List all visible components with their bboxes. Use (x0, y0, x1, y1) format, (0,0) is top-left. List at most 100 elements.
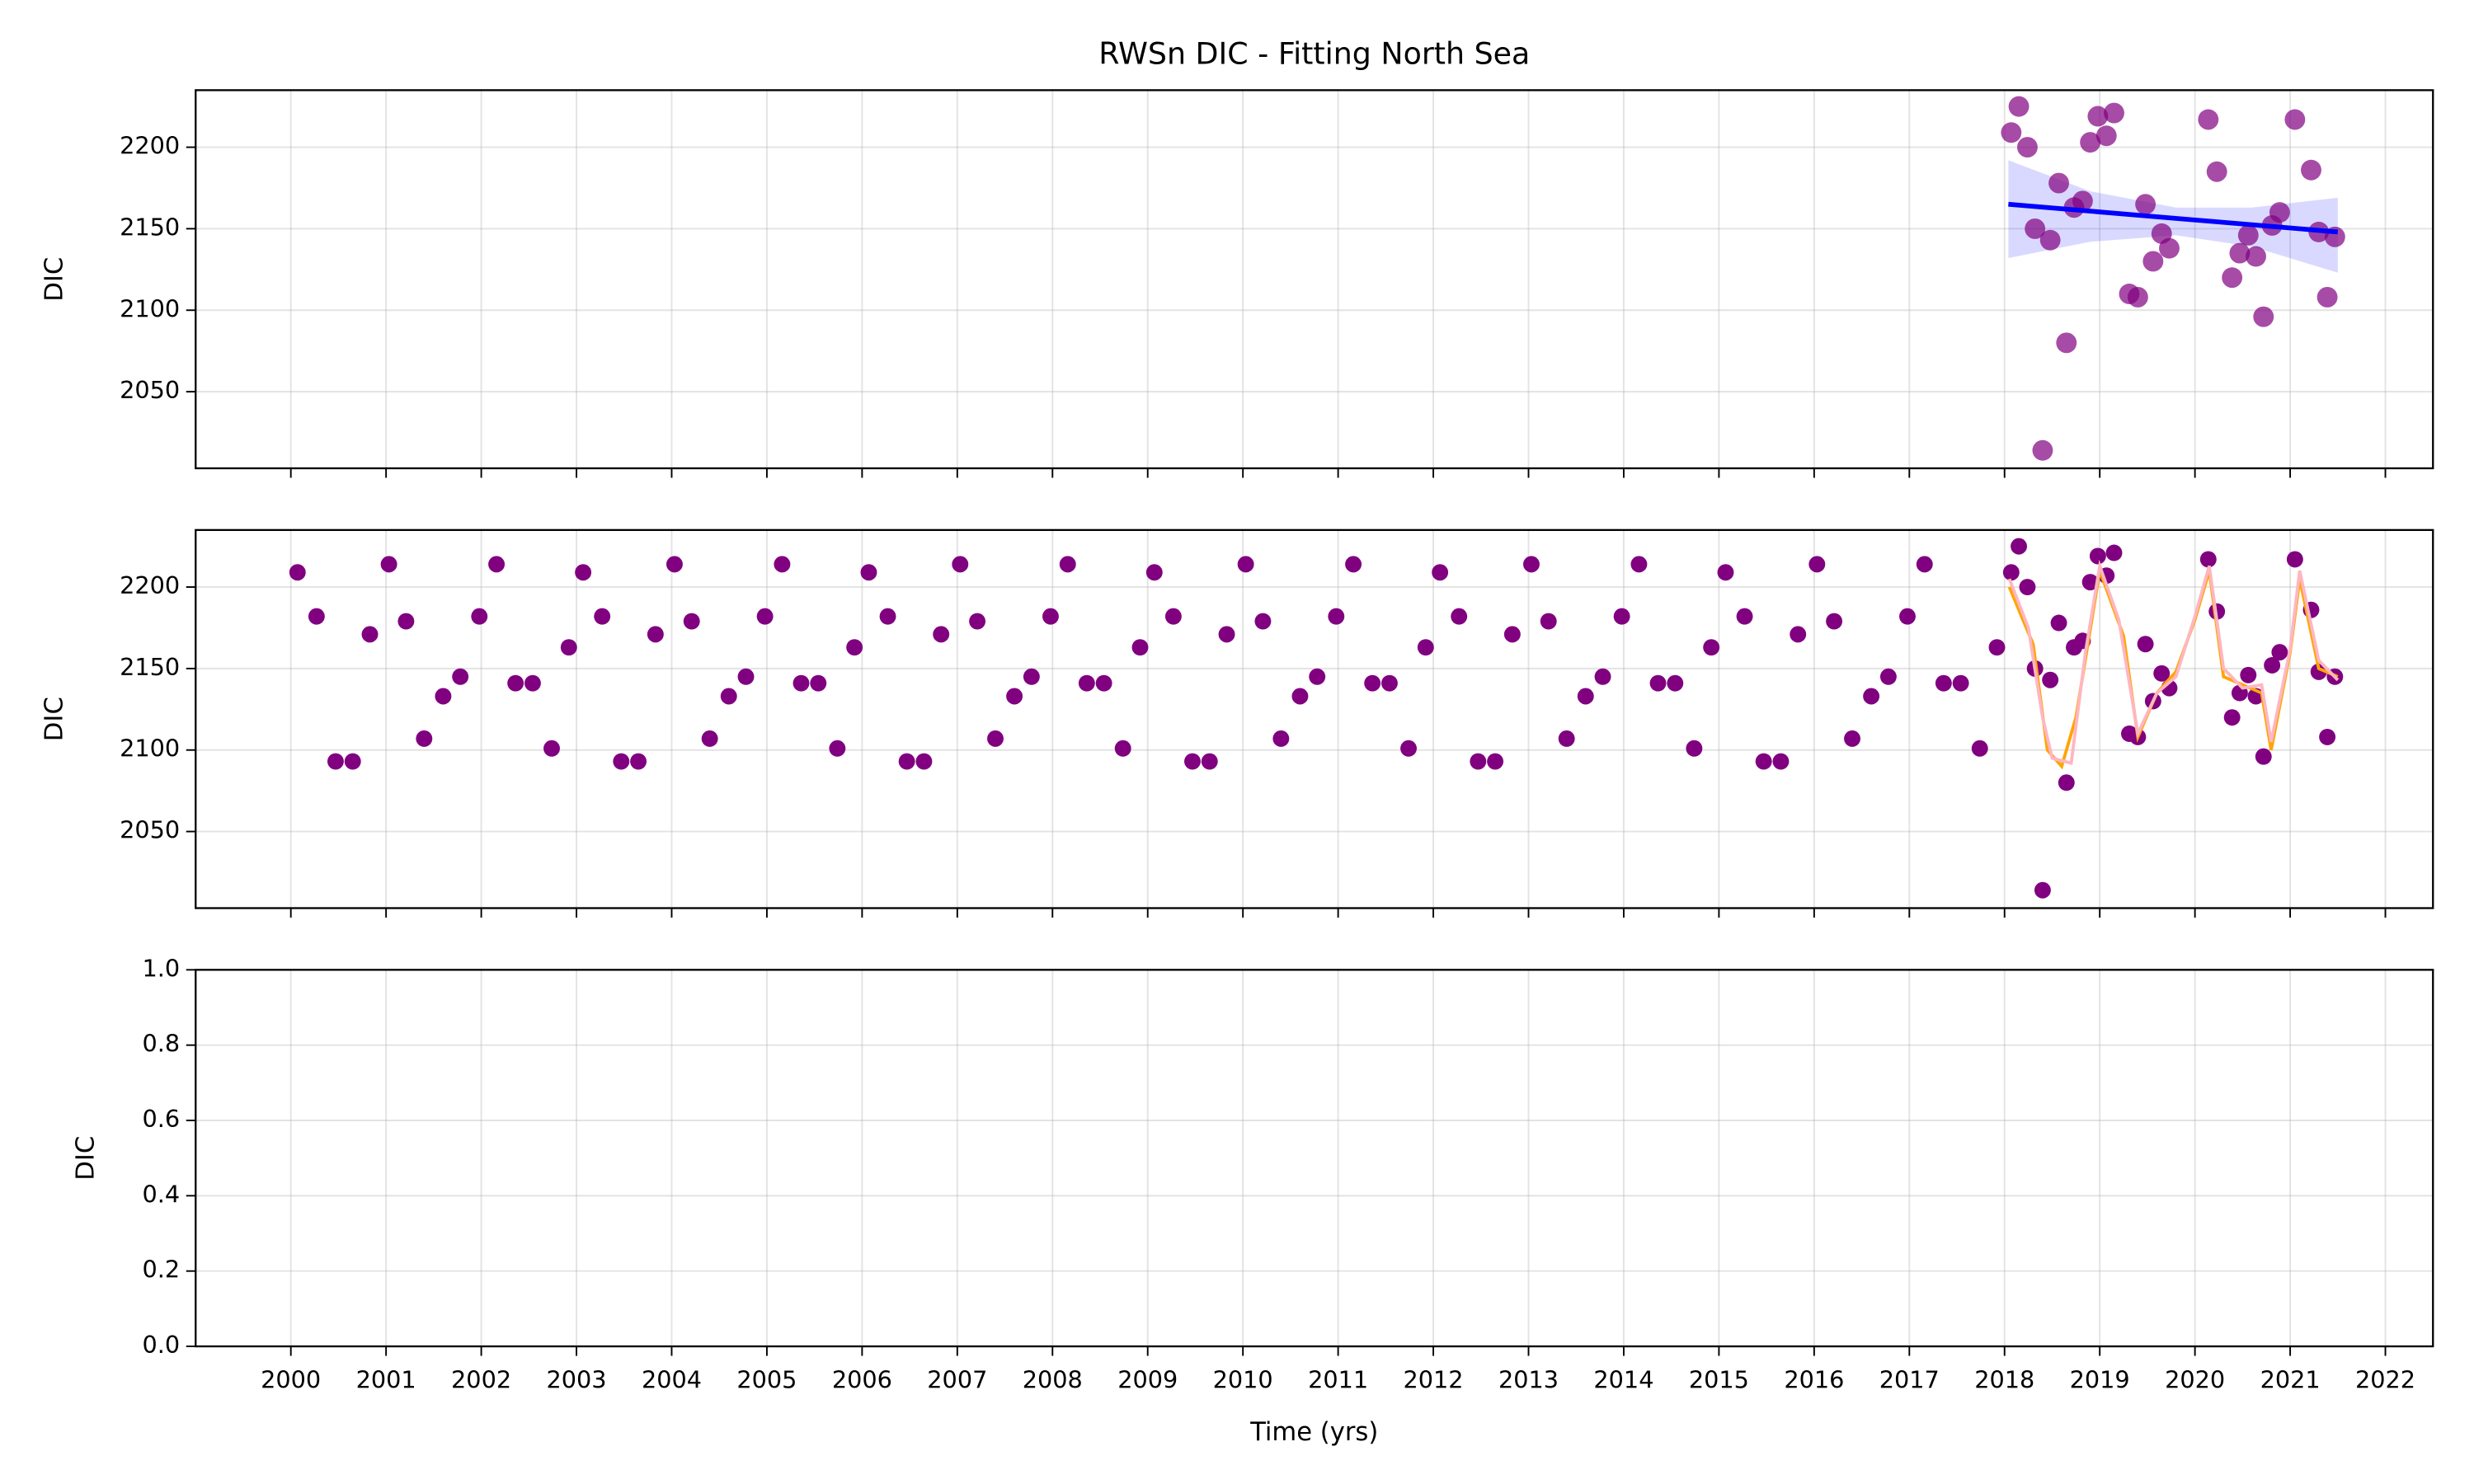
point (1364, 674, 1381, 692)
x-tick-label: 2003 (547, 1365, 607, 1393)
point (2255, 748, 2272, 765)
x-tick-label: 2022 (2355, 1365, 2415, 1393)
point (1935, 674, 1952, 692)
panel: 2050 2100 2150 2200 DIC (40, 528, 2434, 918)
point (1667, 674, 1684, 692)
point (2159, 237, 2180, 259)
point (1114, 740, 1131, 757)
x-tick-label: 2016 (1784, 1365, 1844, 1393)
point (2058, 774, 2075, 791)
point (683, 613, 700, 630)
point (1470, 753, 1487, 770)
point (2269, 202, 2290, 223)
point (613, 753, 630, 770)
point (524, 674, 541, 692)
point (2222, 267, 2243, 289)
point (1899, 608, 1916, 625)
point (1131, 639, 1149, 656)
axes-frame (195, 528, 2434, 909)
point (2286, 551, 2303, 568)
point (1630, 556, 1648, 573)
point (1594, 668, 1611, 685)
point (1952, 674, 1969, 692)
point (1345, 556, 1362, 573)
point (2034, 881, 2051, 899)
point (1863, 688, 1880, 705)
point (1686, 740, 1703, 757)
point (1201, 753, 1218, 770)
point (1291, 688, 1309, 705)
point (1988, 639, 2006, 656)
y-tick-label: 2200 (120, 571, 180, 599)
point (898, 753, 915, 770)
point (2223, 709, 2241, 726)
point (435, 688, 452, 705)
point (1790, 626, 1807, 643)
x-tick-label: 2017 (1879, 1365, 1940, 1393)
point (1649, 674, 1667, 692)
y-axis-label: DIC (40, 697, 68, 741)
chart-title: RWSn DIC - Fitting North Sea (1098, 36, 1530, 72)
point (2104, 102, 2124, 124)
x-tick-label: 2010 (1213, 1365, 1273, 1393)
point (380, 556, 397, 573)
point (2095, 125, 2117, 147)
point (361, 626, 379, 643)
point (488, 556, 506, 573)
point (1558, 730, 1575, 747)
point (1254, 613, 1272, 630)
point (737, 668, 755, 685)
y-tick-label: 2100 (120, 735, 180, 763)
x-tick-label: 2018 (1974, 1365, 2034, 1393)
point (756, 608, 774, 625)
y-tick-label: 0.2 (142, 1256, 180, 1284)
line (2007, 559, 2340, 765)
point (2284, 109, 2306, 130)
point (1487, 753, 1504, 770)
point (1006, 688, 1023, 705)
point (2142, 251, 2164, 272)
point (2240, 666, 2257, 683)
point (2002, 564, 2020, 581)
point (1095, 674, 1112, 692)
point (416, 730, 433, 747)
point (1808, 556, 1826, 573)
x-axis-label: Time (yrs) (1249, 1418, 1378, 1447)
panel: 2000 2001 2002 2003 2004 2005 2006 2007 2008 2009… (72, 954, 2434, 1447)
point (2105, 544, 2123, 561)
point (2127, 286, 2148, 308)
point (2199, 551, 2217, 568)
point (1059, 556, 1076, 573)
point (2081, 574, 2099, 591)
y-tick-label: 2150 (120, 213, 180, 241)
x-tick-label: 2001 (356, 1365, 416, 1393)
point (829, 740, 846, 757)
point (1451, 608, 1468, 625)
point (1164, 608, 1182, 625)
point (1971, 740, 1988, 757)
point (2089, 547, 2106, 565)
y-tick-label: 0.4 (142, 1180, 180, 1208)
x-tick-label: 2019 (2070, 1365, 2130, 1393)
point (879, 608, 896, 625)
point (2050, 614, 2067, 632)
point (1328, 608, 1345, 625)
point (915, 753, 933, 770)
x-tick-label: 2015 (1689, 1365, 1749, 1393)
axes-frame (195, 89, 2434, 470)
point (647, 626, 664, 643)
point (2025, 218, 2046, 239)
x-tick-label: 2014 (1593, 1365, 1653, 1393)
point (1717, 564, 1734, 581)
point (560, 639, 577, 656)
point (846, 639, 863, 656)
point (2056, 332, 2077, 354)
x-tick-label: 2013 (1498, 1365, 1559, 1393)
point (793, 674, 810, 692)
point (1023, 668, 1040, 685)
point (1736, 608, 1753, 625)
point (2019, 579, 2036, 596)
point (1432, 564, 1449, 581)
